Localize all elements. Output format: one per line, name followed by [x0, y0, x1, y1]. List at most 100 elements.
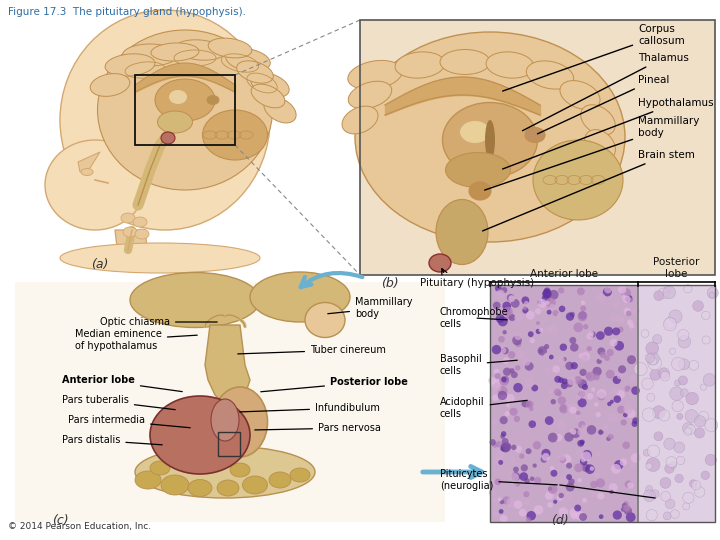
- Circle shape: [695, 428, 705, 438]
- Circle shape: [578, 312, 587, 320]
- Circle shape: [606, 349, 614, 356]
- Circle shape: [695, 487, 705, 497]
- Circle shape: [503, 357, 509, 364]
- Circle shape: [514, 500, 522, 509]
- Circle shape: [579, 390, 588, 399]
- Circle shape: [581, 457, 585, 462]
- Bar: [360, 20, 715, 275]
- Circle shape: [541, 449, 551, 458]
- Text: Acidophil
cells: Acidophil cells: [440, 397, 527, 419]
- Circle shape: [503, 442, 511, 451]
- Circle shape: [531, 384, 539, 391]
- Circle shape: [626, 512, 636, 522]
- Circle shape: [577, 440, 584, 447]
- Circle shape: [611, 314, 618, 322]
- Circle shape: [614, 341, 624, 350]
- Circle shape: [492, 383, 501, 391]
- Circle shape: [649, 357, 657, 365]
- Ellipse shape: [81, 168, 93, 176]
- Ellipse shape: [60, 243, 260, 273]
- Circle shape: [505, 411, 510, 416]
- Circle shape: [580, 306, 586, 312]
- Circle shape: [510, 368, 515, 373]
- Circle shape: [652, 406, 665, 419]
- Circle shape: [562, 379, 568, 384]
- Circle shape: [491, 418, 498, 424]
- Text: Infundibulum: Infundibulum: [240, 403, 380, 413]
- Circle shape: [596, 359, 602, 364]
- Text: Median eminence
of hypothalamus: Median eminence of hypothalamus: [75, 329, 197, 351]
- Circle shape: [571, 362, 578, 369]
- Circle shape: [503, 306, 510, 313]
- Circle shape: [535, 308, 541, 314]
- Circle shape: [617, 374, 622, 379]
- Circle shape: [632, 417, 639, 424]
- Circle shape: [622, 442, 630, 449]
- Circle shape: [622, 503, 627, 509]
- Text: Pituicytes
(neuroglia): Pituicytes (neuroglia): [440, 469, 557, 491]
- FancyArrowPatch shape: [423, 467, 482, 477]
- Bar: [360, 20, 715, 275]
- Circle shape: [590, 467, 594, 471]
- Circle shape: [647, 458, 660, 471]
- Text: (d): (d): [552, 514, 569, 527]
- Circle shape: [498, 316, 508, 326]
- Circle shape: [514, 416, 520, 422]
- Circle shape: [538, 299, 546, 308]
- Circle shape: [578, 421, 585, 428]
- Circle shape: [628, 389, 634, 396]
- Circle shape: [523, 306, 527, 310]
- Ellipse shape: [560, 80, 600, 110]
- Circle shape: [675, 474, 683, 483]
- Circle shape: [593, 367, 602, 376]
- Circle shape: [558, 421, 567, 429]
- Text: (a): (a): [91, 258, 109, 271]
- Circle shape: [624, 504, 631, 511]
- Ellipse shape: [355, 32, 625, 242]
- Circle shape: [533, 463, 537, 468]
- Circle shape: [515, 341, 521, 347]
- Circle shape: [580, 441, 584, 445]
- Circle shape: [526, 400, 534, 408]
- Circle shape: [492, 302, 500, 309]
- Ellipse shape: [150, 461, 170, 475]
- Circle shape: [603, 287, 612, 296]
- Circle shape: [546, 298, 556, 308]
- Circle shape: [676, 456, 685, 464]
- Circle shape: [513, 467, 519, 472]
- Circle shape: [568, 403, 577, 413]
- Circle shape: [565, 362, 574, 370]
- Circle shape: [509, 314, 516, 321]
- Circle shape: [620, 372, 625, 377]
- Circle shape: [500, 434, 505, 439]
- Circle shape: [509, 456, 515, 461]
- Circle shape: [493, 457, 501, 465]
- Circle shape: [684, 428, 692, 435]
- Circle shape: [698, 411, 708, 421]
- Circle shape: [557, 396, 566, 405]
- Circle shape: [503, 307, 513, 316]
- Circle shape: [580, 458, 588, 465]
- Circle shape: [543, 289, 552, 298]
- Circle shape: [613, 376, 621, 384]
- Ellipse shape: [133, 217, 147, 227]
- Circle shape: [511, 460, 516, 465]
- Circle shape: [503, 301, 511, 310]
- Circle shape: [652, 335, 662, 344]
- Circle shape: [500, 515, 508, 523]
- Ellipse shape: [395, 52, 445, 78]
- Circle shape: [642, 378, 653, 389]
- Text: Pars distalis: Pars distalis: [62, 435, 162, 445]
- Circle shape: [577, 312, 588, 321]
- Circle shape: [672, 401, 683, 412]
- Circle shape: [678, 335, 690, 348]
- Circle shape: [675, 380, 680, 386]
- Ellipse shape: [243, 476, 268, 494]
- Circle shape: [598, 392, 606, 400]
- Circle shape: [672, 357, 685, 370]
- Circle shape: [659, 410, 670, 421]
- Circle shape: [589, 331, 594, 336]
- Circle shape: [599, 514, 603, 519]
- Text: Anterior lobe: Anterior lobe: [530, 269, 598, 279]
- Circle shape: [510, 299, 520, 308]
